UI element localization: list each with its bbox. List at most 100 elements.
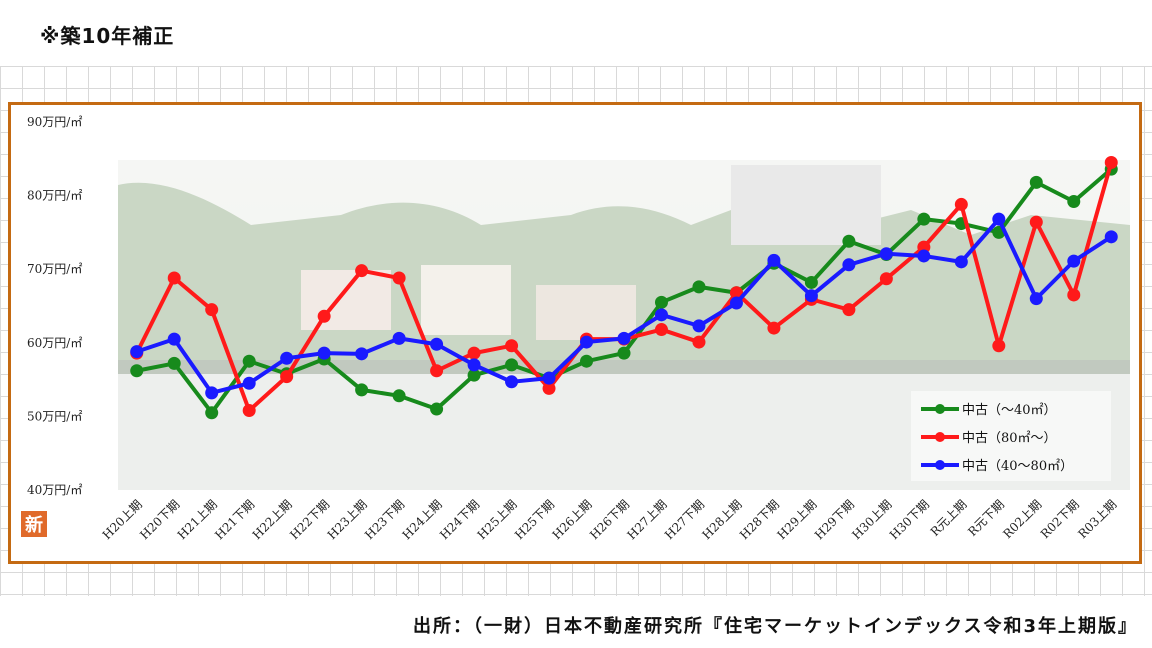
data-point [130, 364, 144, 378]
data-point [355, 383, 369, 397]
x-tick-label: H24上期 [400, 497, 445, 542]
x-tick-label: H29上期 [774, 497, 819, 542]
data-point [917, 249, 931, 263]
data-point [167, 332, 181, 346]
data-point [804, 289, 818, 303]
data-point [505, 375, 519, 389]
data-point [392, 331, 406, 345]
data-point [654, 323, 668, 337]
data-point [205, 406, 219, 420]
data-point [692, 280, 706, 294]
y-tick-label: 80万円/㎡ [27, 189, 82, 203]
data-point [1029, 292, 1043, 306]
header-area [0, 0, 1152, 66]
data-point [505, 339, 519, 353]
y-tick-label: 50万円/㎡ [27, 409, 82, 423]
data-point [842, 234, 856, 248]
data-point [1067, 194, 1081, 208]
data-point [992, 212, 1006, 226]
data-point [804, 275, 818, 289]
x-tick-label: H22上期 [250, 497, 295, 542]
data-point [580, 354, 594, 368]
data-point [954, 197, 968, 211]
x-axis: H20上期H20下期H21上期H21下期H22上期H22下期H23上期H23下期… [100, 497, 1120, 542]
source-label: 出所：（一財）日本不動産研究所『住宅マーケットインデックス令和3年上期版』 [413, 616, 1138, 637]
series-group [130, 155, 1118, 420]
data-point [392, 271, 406, 285]
y-tick-label: 60万円/㎡ [27, 336, 82, 350]
data-point [430, 364, 444, 378]
note-label: ※築10年補正 [40, 24, 175, 48]
data-point [617, 346, 631, 360]
data-point [917, 212, 931, 226]
badge-box [21, 511, 47, 537]
data-point [879, 272, 893, 286]
data-point [1067, 288, 1081, 302]
data-point [467, 368, 481, 382]
data-point [242, 404, 256, 418]
legend-swatch-marker [935, 432, 945, 442]
data-point [467, 346, 481, 360]
legend-label: 中古（80㎡～） [962, 431, 1057, 446]
x-tick-label: H22下期 [287, 497, 332, 542]
data-point [1067, 254, 1081, 268]
legend-swatch-marker [935, 404, 945, 414]
x-tick-label: H26上期 [550, 497, 595, 542]
legend-label: 中古（40～80㎡） [962, 459, 1073, 474]
x-tick-label: H27上期 [625, 497, 670, 542]
data-point [542, 381, 556, 395]
data-point [729, 296, 743, 310]
x-tick-label: H27下期 [662, 497, 707, 542]
x-tick-label: R02上期 [1000, 497, 1044, 541]
data-point [954, 255, 968, 269]
line-chart: 40万円/㎡ 50万円/㎡ 60万円/㎡ 70万円/㎡ 80万円/㎡ 90万円/㎡ H20… [21, 115, 1130, 542]
x-tick-label: H21下期 [212, 497, 257, 542]
new-badge: 新 [21, 511, 47, 537]
x-tick-label: H24下期 [437, 497, 482, 542]
x-tick-label: H30下期 [887, 497, 932, 542]
data-point [242, 354, 256, 368]
legend-swatch-marker [935, 460, 945, 470]
legend-label: 中古（～40㎡） [962, 403, 1057, 418]
data-point [242, 376, 256, 390]
footer-area [0, 596, 1152, 648]
data-point [842, 303, 856, 317]
x-tick-label: H26下期 [587, 497, 632, 542]
data-point [355, 264, 369, 278]
x-tick-label: H25下期 [512, 497, 557, 542]
data-point [430, 402, 444, 416]
data-point [280, 351, 294, 365]
data-point [767, 321, 781, 335]
data-point [430, 337, 444, 351]
data-point [467, 358, 481, 372]
data-point [317, 346, 331, 360]
data-point [1104, 155, 1118, 169]
data-point [992, 339, 1006, 353]
data-point [167, 356, 181, 370]
y-tick-label: 90万円/㎡ [27, 115, 82, 129]
x-tick-label: H23上期 [325, 497, 370, 542]
data-point [692, 335, 706, 349]
x-tick-label: R02下期 [1038, 497, 1082, 541]
data-point [654, 295, 668, 309]
data-point [1029, 215, 1043, 229]
data-point [580, 335, 594, 349]
chart-frame[interactable]: 40万円/㎡ 50万円/㎡ 60万円/㎡ 70万円/㎡ 80万円/㎡ 90万円/㎡ H20… [8, 102, 1142, 564]
x-tick-label: H21上期 [175, 497, 220, 542]
badge-text: 新 [25, 514, 43, 536]
x-tick-label: H23下期 [362, 497, 407, 542]
y-tick-label: 40万円/㎡ [27, 483, 82, 497]
data-point [505, 358, 519, 372]
data-point [317, 309, 331, 323]
data-point [729, 286, 743, 300]
data-point [617, 331, 631, 345]
data-point [842, 258, 856, 272]
data-point [542, 371, 556, 385]
x-tick-label: H29下期 [812, 497, 857, 542]
data-point [205, 303, 219, 317]
x-tick-label: H20上期 [100, 497, 145, 542]
data-point [654, 308, 668, 322]
data-point [167, 271, 181, 285]
legend: 中古（～40㎡） 中古（80㎡～） 中古（40～80㎡） [911, 391, 1111, 481]
x-tick-label: H30上期 [849, 497, 894, 542]
